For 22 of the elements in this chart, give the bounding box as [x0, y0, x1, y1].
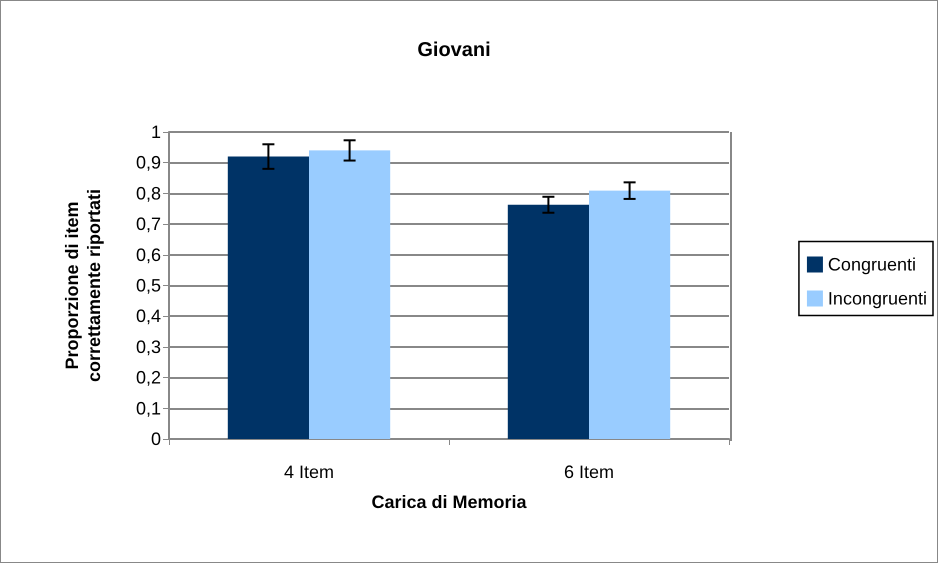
y-tick-label: 0,9: [136, 152, 161, 173]
y-axis-title: Proporzione di item correttamente riportati: [62, 188, 104, 382]
y-tick-label: 1: [150, 122, 161, 142]
y-tick-label: 0,5: [136, 276, 161, 296]
bar: [309, 150, 390, 439]
bar: [589, 190, 670, 439]
y-tick-label: 0,2: [136, 368, 161, 388]
legend-label: Incongruenti: [828, 288, 928, 308]
x-axis-title: Carica di Memoria: [371, 492, 528, 512]
legend-label: Congruenti: [828, 254, 916, 274]
y-tick-label: 0: [150, 429, 161, 449]
y-tick-label: 0,3: [136, 336, 161, 357]
y-tick-label: 0,4: [136, 306, 161, 326]
y-tick-label: 0,7: [136, 214, 161, 234]
y-tick-label: 0,1: [136, 398, 161, 418]
y-tick-label: 0,6: [136, 244, 161, 265]
y-tick-label: 0,8: [136, 183, 161, 204]
chart-title: Giovani: [417, 39, 491, 61]
bar: [228, 156, 309, 439]
x-tick-label: 4 Item: [284, 462, 334, 482]
x-tick-label: 6 Item: [564, 462, 614, 482]
bar: [508, 204, 589, 439]
